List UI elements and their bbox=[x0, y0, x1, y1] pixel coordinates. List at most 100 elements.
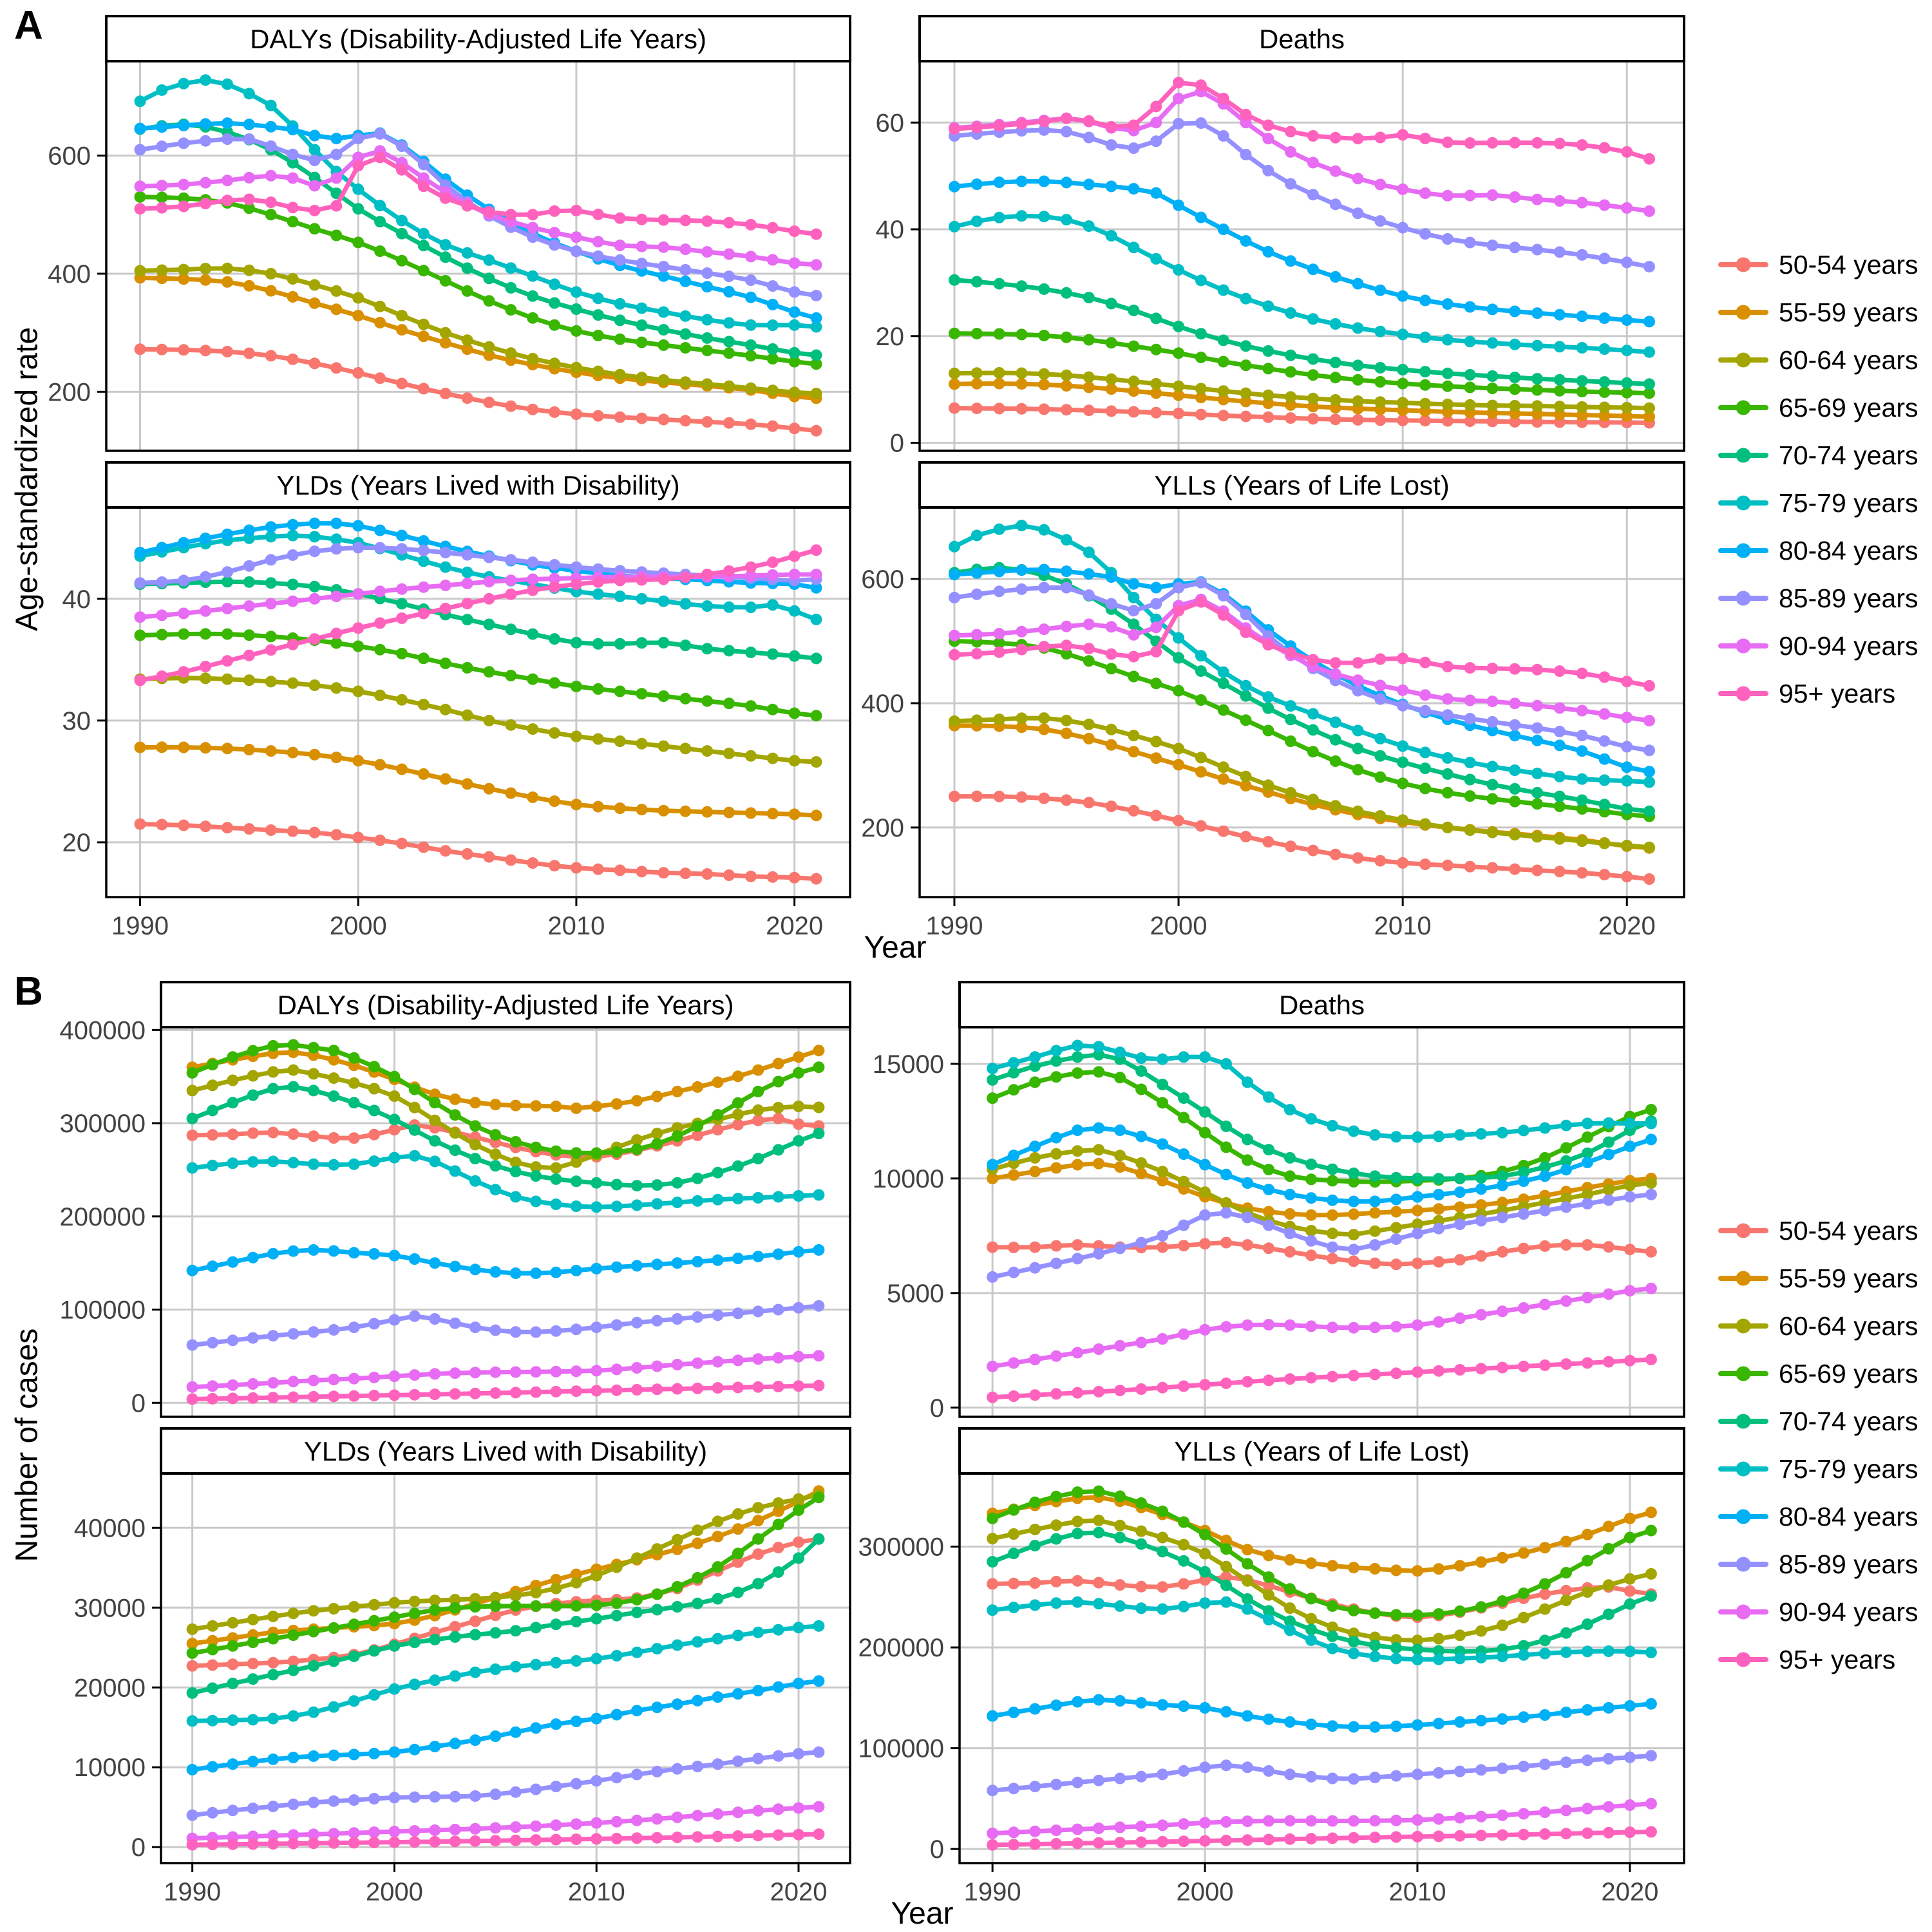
series-75-79-years bbox=[987, 1039, 1657, 1143]
series-85-89-years bbox=[987, 1188, 1657, 1283]
series-points bbox=[949, 402, 1655, 429]
series-group bbox=[949, 77, 1655, 429]
series-points bbox=[949, 712, 1655, 853]
series-65-69-years bbox=[987, 1485, 1657, 1621]
series-points bbox=[949, 77, 1655, 165]
y-axis-ticks: 0 10000 20000 30000 40000 bbox=[74, 1514, 161, 1862]
series-95-years bbox=[987, 1354, 1657, 1403]
legend-label: 60-64 years bbox=[1779, 345, 1918, 375]
series-group bbox=[186, 1485, 825, 1851]
legend-key-dot bbox=[1736, 1366, 1751, 1381]
series-points bbox=[987, 1750, 1657, 1797]
panel-a-x-axis-title: Year bbox=[864, 931, 927, 965]
x-axis-ticks: 1990 2000 2010 2020 bbox=[925, 897, 1656, 940]
series-points bbox=[949, 210, 1655, 358]
facet-ylls: 200 400 600 1990 2000 2010 2020 YLLs (Years of … bbox=[861, 461, 1685, 940]
panel-b-x-axis-title: Year bbox=[891, 1897, 954, 1931]
series-points bbox=[186, 1492, 825, 1659]
legend-label: 55-59 years bbox=[1779, 298, 1918, 327]
legend-key-dot bbox=[1736, 1223, 1751, 1238]
x-tick-label: 2010 bbox=[1388, 1878, 1446, 1906]
legend-item-85-89-years: 85-89 years bbox=[1718, 583, 1918, 613]
series-points bbox=[186, 1081, 825, 1192]
series-60-64-years bbox=[134, 262, 822, 400]
series-85-89-years bbox=[987, 1750, 1657, 1797]
series-points bbox=[949, 596, 1655, 692]
legend-item-65-69-years: 65-69 years bbox=[1718, 393, 1918, 422]
series-70-74-years bbox=[186, 1533, 825, 1699]
series-points bbox=[186, 1300, 825, 1351]
series-80-84-years bbox=[987, 1122, 1657, 1208]
series-90-94-years bbox=[949, 593, 1655, 726]
series-points bbox=[186, 1746, 825, 1821]
facet-dalys: 0 100000 200000 300000 400000 DALYs (Disabili… bbox=[60, 981, 851, 1418]
legend-key-dot bbox=[1736, 638, 1751, 654]
series-90-94-years bbox=[186, 1350, 825, 1393]
series-group bbox=[134, 517, 822, 885]
legend-item-60-64-years: 60-64 years bbox=[1718, 345, 1918, 375]
legend-key-dot bbox=[1736, 305, 1751, 320]
x-tick-label: 2000 bbox=[1177, 1878, 1234, 1906]
series-95-years bbox=[134, 544, 822, 687]
x-tick-label: 1990 bbox=[111, 912, 169, 940]
series-points bbox=[949, 117, 1655, 273]
series-60-64-years bbox=[987, 1144, 1657, 1241]
facet-deaths-title: Deaths bbox=[1259, 24, 1345, 54]
legend-label: 90-94 years bbox=[1779, 631, 1918, 661]
x-tick-label: 2000 bbox=[1150, 912, 1208, 940]
series-95-years bbox=[987, 1826, 1657, 1851]
series-points bbox=[186, 1039, 825, 1159]
series-points bbox=[987, 1039, 1657, 1143]
panel-a: A Age-standardized rate Year 200 400 600 DA… bbox=[10, 3, 1918, 965]
legend-item-95-years: 95+ years bbox=[1718, 679, 1895, 708]
series-65-69-years bbox=[134, 628, 822, 722]
legend-item-65-69-years: 65-69 years bbox=[1718, 1359, 1918, 1388]
series-points bbox=[134, 74, 822, 333]
legend-item-80-84-years: 80-84 years bbox=[1718, 536, 1918, 565]
legend-item-55-59-years: 55-59 years bbox=[1718, 1264, 1918, 1293]
legend-key-dot bbox=[1736, 1509, 1751, 1524]
series-points bbox=[987, 1596, 1657, 1665]
x-tick-label: 2010 bbox=[1374, 912, 1432, 940]
legend-label: 95+ years bbox=[1779, 679, 1895, 708]
y-tick-label: 20000 bbox=[74, 1674, 146, 1702]
legend-item-50-54-years: 50-54 years bbox=[1718, 1216, 1918, 1245]
series-points bbox=[186, 1150, 825, 1213]
series-60-64-years bbox=[186, 1489, 825, 1635]
legend-label: 85-89 years bbox=[1779, 583, 1918, 613]
facet-ylds-title: YLDs (Years Lived with Disability) bbox=[304, 1436, 707, 1466]
series-points bbox=[186, 1379, 825, 1405]
series-group bbox=[987, 1485, 1657, 1851]
x-axis-ticks: 1990 2000 2010 2020 bbox=[964, 1863, 1658, 1906]
series-points bbox=[134, 191, 822, 370]
legend-label: 70-74 years bbox=[1779, 1406, 1918, 1436]
series-75-79-years bbox=[987, 1596, 1657, 1665]
legend-key-dot bbox=[1736, 448, 1751, 463]
y-tick-label: 100000 bbox=[60, 1296, 146, 1325]
series-80-84-years bbox=[949, 175, 1655, 328]
y-tick-label: 600 bbox=[861, 565, 904, 594]
y-tick-label: 100000 bbox=[858, 1735, 944, 1763]
series-70-74-years bbox=[987, 1526, 1657, 1658]
series-points bbox=[987, 1354, 1657, 1403]
series-points bbox=[134, 262, 822, 400]
series-points bbox=[987, 1188, 1657, 1283]
x-tick-label: 1990 bbox=[164, 1878, 221, 1906]
series-points bbox=[987, 1122, 1657, 1208]
series-points bbox=[949, 175, 1655, 328]
legend: 50-54 years 55-59 years 60-64 years 65-69 y… bbox=[1718, 1216, 1918, 1674]
panel-b-y-axis-title: Number of cases bbox=[10, 1328, 44, 1562]
facet-strip bbox=[105, 461, 851, 509]
legend-key-dot bbox=[1736, 686, 1751, 701]
y-tick-label: 200 bbox=[48, 378, 91, 406]
legend-key-dot bbox=[1736, 495, 1751, 511]
y-tick-label: 20 bbox=[876, 323, 905, 351]
y-tick-label: 400 bbox=[48, 260, 91, 289]
series-points bbox=[949, 274, 1655, 390]
y-tick-label: 300000 bbox=[60, 1110, 146, 1138]
series-points bbox=[186, 1828, 825, 1851]
legend: 50-54 years 55-59 years 60-64 years 65-69 y… bbox=[1718, 250, 1918, 708]
legend-key-dot bbox=[1736, 1557, 1751, 1572]
y-tick-label: 0 bbox=[930, 1835, 944, 1864]
facet-strip bbox=[918, 15, 1685, 62]
